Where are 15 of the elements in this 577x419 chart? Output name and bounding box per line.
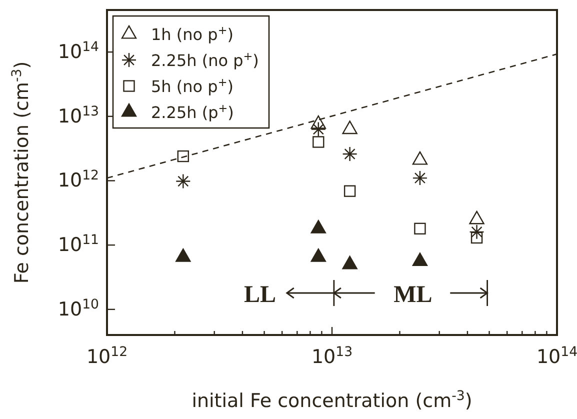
x-tick-label: 10$^{12}$	[86, 344, 128, 368]
x-tick-label: 10$^{14}$	[536, 344, 577, 368]
y-tick-label: 10$^{11}$	[58, 232, 99, 256]
legend-label: 5h (no p$^{+}$)	[151, 76, 234, 96]
y-tick-label: 10$^{13}$	[58, 104, 99, 128]
legend-label: 2.25h (p$^{+}$)	[151, 102, 234, 122]
annotation: ML	[394, 282, 432, 308]
x-tick-label: 10$^{13}$	[311, 344, 353, 368]
annotation: LL	[244, 282, 276, 308]
legend-label: 1h (no p$^{+}$)	[151, 24, 234, 44]
x-axis-title: initial Fe concentration (cm$^{-3}$)	[192, 388, 472, 412]
legend-label: 2.25h (no p$^{+}$)	[151, 50, 259, 70]
y-tick-label: 10$^{12}$	[58, 168, 99, 192]
y-tick-label: 10$^{10}$	[58, 296, 99, 320]
y-tick-label: 10$^{14}$	[58, 40, 99, 64]
